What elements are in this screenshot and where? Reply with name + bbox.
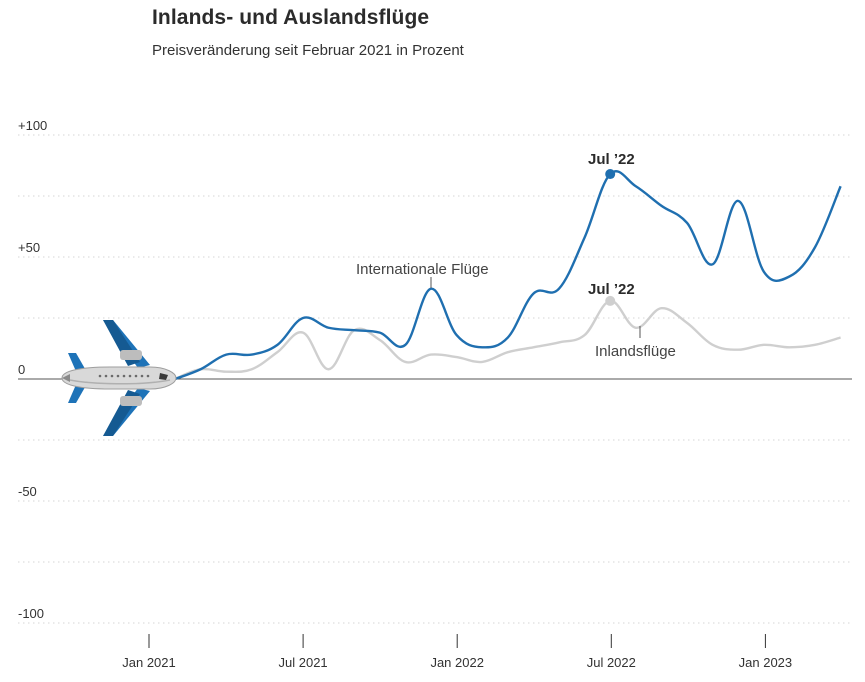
- x-tick-label: Jan 2021: [122, 655, 176, 670]
- series-inland-line: [174, 299, 841, 381]
- x-tick-label: Jul 2022: [587, 655, 636, 670]
- chart-subtitle: Preisveränderung seit Februar 2021 in Pr…: [152, 42, 464, 59]
- y-tick-label: +50: [18, 240, 40, 255]
- x-tick-label: Jul 2021: [279, 655, 328, 670]
- y-tick-label: +100: [18, 118, 47, 133]
- inland-series-label: Inlandsflüge: [595, 343, 676, 360]
- y-tick-label: 0: [18, 362, 25, 377]
- x-tick-label: Jan 2022: [430, 655, 484, 670]
- chart-title: Inlands- und Auslandsflüge: [152, 6, 430, 29]
- airplane-icon: [61, 320, 177, 436]
- y-axis-labels: +100 +50 0 -50 -100: [18, 118, 47, 621]
- series-labels: Internationale Flüge Inlandsflüge Jul ’2…: [356, 151, 676, 360]
- y-tick-label: -100: [18, 606, 44, 621]
- inland-peak-point: [605, 295, 616, 306]
- international-peak-point: [605, 169, 616, 180]
- y-tick-label: -50: [18, 484, 37, 499]
- inland-peak-label: Jul ’22: [588, 281, 635, 298]
- x-axis: Jan 2021 Jul 2021 Jan 2022 Jul 2022 Jan 2023: [122, 634, 792, 670]
- x-tick-label: Jan 2023: [739, 655, 793, 670]
- international-series-label: Internationale Flüge: [356, 261, 489, 278]
- series-international-line: [174, 170, 842, 381]
- international-peak-label: Jul ’22: [588, 151, 635, 168]
- series-lines: [174, 169, 842, 381]
